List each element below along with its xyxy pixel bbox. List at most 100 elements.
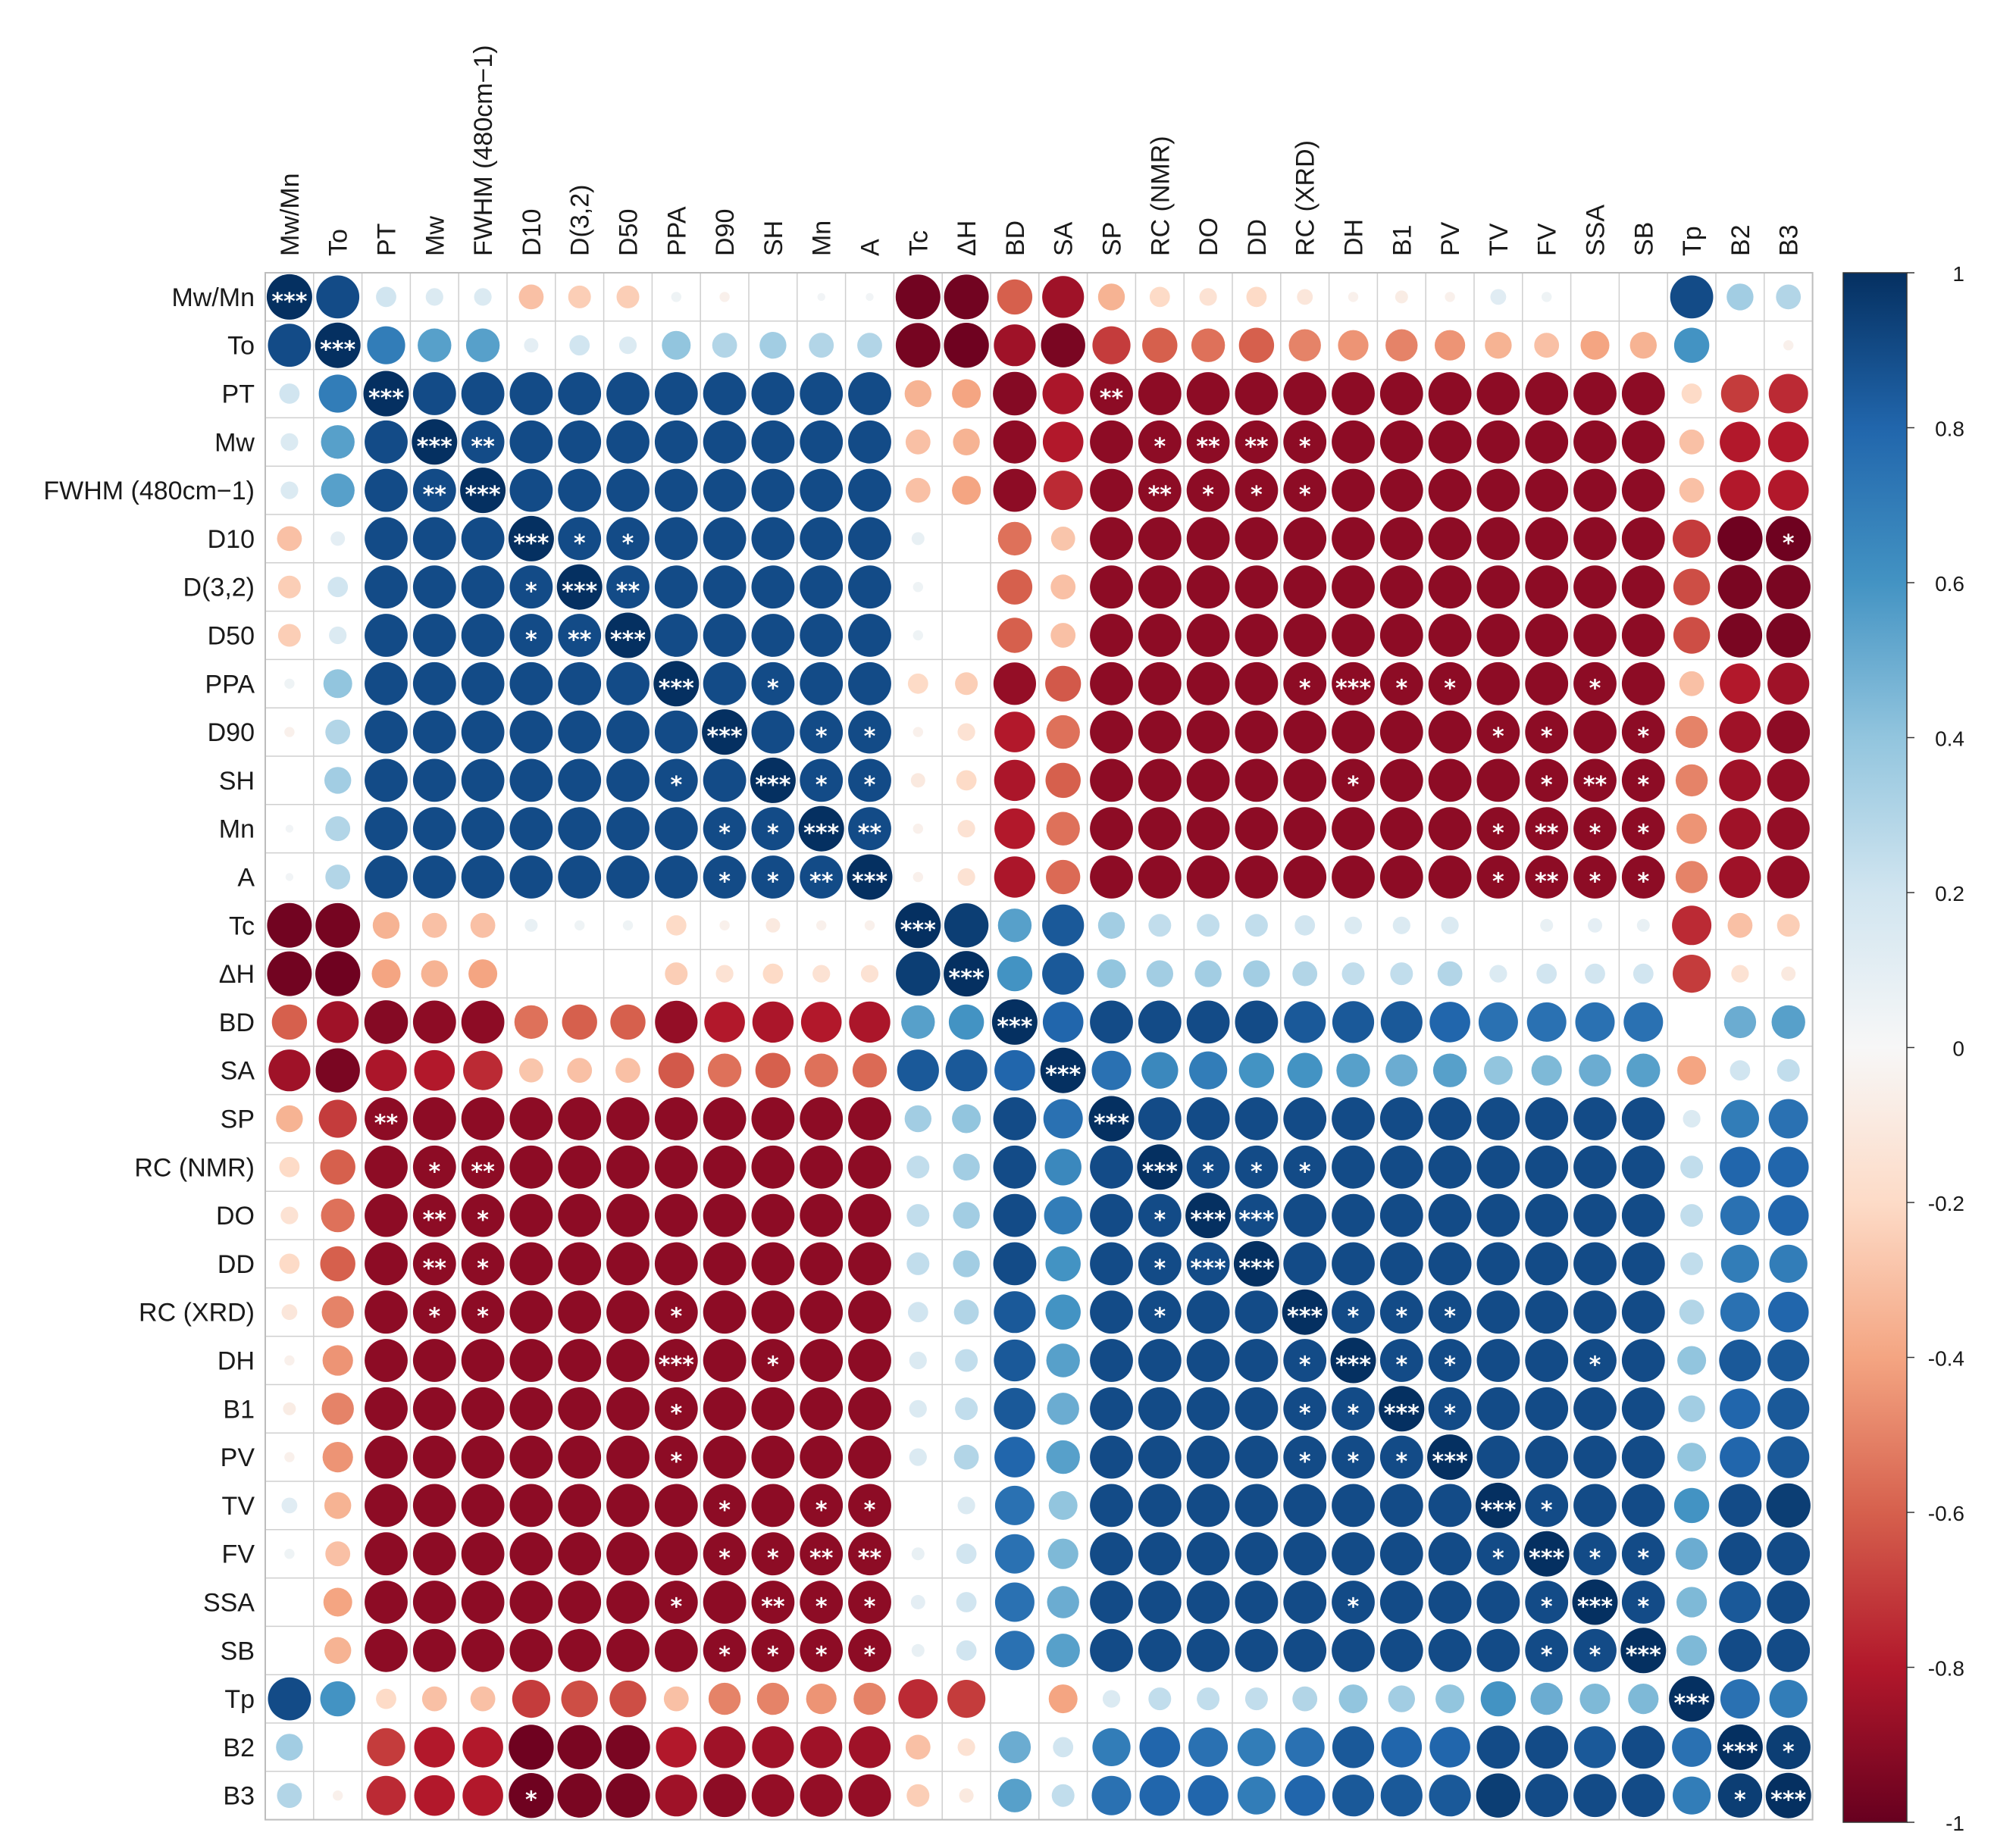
corr-circle-ssa-h bbox=[956, 1592, 977, 1612]
corr-circle-rc-xrd-b3 bbox=[1767, 1291, 1809, 1333]
corr-circle-mn-mn bbox=[798, 805, 844, 852]
corr-circle-sh-h bbox=[956, 770, 977, 791]
corr-circle-rc-nmr-b3 bbox=[1767, 1146, 1809, 1188]
corr-circle-do-tc bbox=[906, 1204, 930, 1227]
corr-circle-tc-h bbox=[944, 903, 989, 948]
sig-mark-d90-d90: *** bbox=[707, 724, 743, 750]
corr-circle-fwhm-480cm-1-b1 bbox=[1379, 468, 1423, 512]
corr-circle-d10-fwhm-480cm-1 bbox=[461, 517, 505, 561]
corr-circle-rc-nmr-b2 bbox=[1720, 1146, 1761, 1188]
sig-mark-d90-fv: * bbox=[1541, 724, 1553, 750]
colorbar-tick-label: 0.8 bbox=[1935, 417, 1964, 441]
corr-circle-bd-sa bbox=[1042, 1002, 1084, 1043]
corr-circle-rc-nmr-tv bbox=[1476, 1145, 1520, 1189]
corr-circle-d90-bd bbox=[994, 711, 1035, 752]
corr-circle-ppa-bd bbox=[993, 662, 1036, 705]
corr-circle-sh-do bbox=[1186, 758, 1230, 802]
corr-circle-fv-pt bbox=[365, 1532, 408, 1576]
corr-circle-tp-fv bbox=[1530, 1682, 1563, 1715]
row-label-h: ΔH bbox=[219, 960, 255, 989]
corr-circle-d10-sa bbox=[1050, 527, 1075, 551]
corr-circle-do-rc-nmr bbox=[1138, 1193, 1182, 1237]
corr-circle-bd-to bbox=[317, 1001, 359, 1043]
sig-mark-dh-sh: * bbox=[767, 1352, 779, 1379]
sig-mark-mn-a: ** bbox=[858, 821, 882, 847]
corr-circle-rc-xrd-sb bbox=[1621, 1290, 1665, 1334]
corr-circle-tp-b3 bbox=[1769, 1680, 1808, 1718]
corr-circle-sh-d90 bbox=[703, 758, 747, 802]
corr-circle-sb-do bbox=[1186, 1628, 1230, 1672]
corr-circle-b2-a bbox=[848, 1726, 891, 1768]
sig-mark-mn-d90: * bbox=[718, 821, 731, 847]
corr-circle-tp-mw-mn bbox=[268, 1677, 311, 1721]
corr-circle-tp-dh bbox=[1338, 1684, 1368, 1714]
corr-circle-tp-h bbox=[947, 1680, 986, 1718]
corr-circle-sb-sh bbox=[751, 1628, 795, 1672]
corr-circle-fwhm-480cm-1-to bbox=[321, 473, 355, 508]
corr-circle-sa-dd bbox=[1238, 1052, 1275, 1088]
corr-circle-sp-fwhm-480cm-1 bbox=[461, 1097, 505, 1140]
corr-circle-tc-mw bbox=[421, 912, 447, 938]
corr-circle-pv-pv bbox=[1427, 1434, 1473, 1481]
corr-circle-mn-fv bbox=[1525, 807, 1569, 851]
corr-circle-mw-mn-tc bbox=[895, 274, 941, 320]
corr-circle-d50-mw bbox=[412, 614, 456, 657]
corr-circle-d10-tp bbox=[1673, 519, 1711, 558]
corr-circle-tp-d50 bbox=[609, 1680, 646, 1718]
corr-circle-mw-do bbox=[1186, 420, 1230, 464]
corr-circle-tv-mn bbox=[800, 1484, 844, 1528]
sig-mark-fwhm-480cm-1-do: * bbox=[1202, 482, 1214, 508]
corr-circle-mw-mn-do bbox=[1199, 288, 1217, 306]
corr-circle-rc-xrd-d90 bbox=[703, 1290, 747, 1334]
corr-circle-dd-mw-mn bbox=[279, 1253, 300, 1274]
corr-circle-to-sa bbox=[1041, 323, 1085, 367]
corr-circle-ppa-a bbox=[848, 661, 891, 705]
sig-mark-ppa-b1: * bbox=[1395, 675, 1407, 702]
corr-circle-rc-xrd-bd bbox=[994, 1291, 1036, 1334]
corr-circle-dd-h bbox=[953, 1250, 980, 1277]
corr-circle-rc-nmr-rc-nmr bbox=[1137, 1144, 1183, 1190]
corr-circle-do-h bbox=[953, 1202, 980, 1229]
corr-circle-sb-tp bbox=[1676, 1635, 1708, 1666]
corr-circle-mw-mn-fv bbox=[1542, 292, 1552, 302]
corr-circle-pt-pt bbox=[363, 371, 409, 417]
corr-circle-dd-d90 bbox=[703, 1242, 747, 1286]
corr-circle-mn-d90 bbox=[703, 807, 747, 851]
corr-circle-fwhm-480cm-1-dh bbox=[1332, 468, 1375, 512]
corr-circle-sh-sp bbox=[1090, 758, 1133, 802]
corr-circle-sp-b2 bbox=[1720, 1099, 1759, 1138]
corr-circle-ssa-do bbox=[1186, 1581, 1230, 1624]
corr-circle-sh-mw bbox=[412, 758, 456, 802]
corr-circle-d90-dh bbox=[1332, 710, 1375, 754]
row-label-pv: PV bbox=[221, 1443, 255, 1472]
sig-mark-d50-d50: *** bbox=[610, 627, 646, 654]
corr-circle-rc-nmr-sp bbox=[1090, 1145, 1133, 1189]
corr-circle-sa-d-3-2 bbox=[567, 1058, 593, 1084]
corr-circle-do-b1 bbox=[1379, 1193, 1423, 1237]
corr-circle-fv-a bbox=[848, 1532, 891, 1576]
corr-circle-bd-dh bbox=[1332, 1001, 1375, 1043]
corr-circle-a-b1 bbox=[1379, 855, 1423, 899]
col-label-rc-nmr: RC (NMR) bbox=[1146, 136, 1175, 256]
corr-circle-d-3-2-dh bbox=[1332, 565, 1375, 609]
corr-circle-d50-a bbox=[848, 614, 891, 657]
corr-circle-a-b2 bbox=[1719, 855, 1761, 899]
corr-circle-mw-to bbox=[321, 425, 355, 459]
corr-circle-d90-do bbox=[1186, 710, 1230, 754]
corr-circle-fwhm-480cm-1-sh bbox=[751, 468, 795, 512]
corr-circle-d-3-2-dd bbox=[1235, 565, 1279, 609]
corr-circle-fwhm-480cm-1-mw-mn bbox=[280, 481, 299, 499]
corr-circle-d50-to bbox=[329, 626, 347, 645]
corr-circle-sb-fwhm-480cm-1 bbox=[461, 1628, 505, 1672]
corr-circle-tv-sa bbox=[1048, 1490, 1078, 1520]
corr-circle-b2-d-3-2 bbox=[557, 1725, 602, 1770]
corr-circle-d90-mn bbox=[800, 710, 844, 754]
corr-circle-d-3-2-tp bbox=[1673, 568, 1711, 605]
sig-mark-fv-sb: * bbox=[1637, 1546, 1649, 1572]
corr-circle-mw-mn-pv bbox=[1445, 292, 1455, 302]
corr-circle-d10-b1 bbox=[1379, 517, 1423, 561]
corr-circle-dh-sp bbox=[1090, 1339, 1133, 1382]
corr-circle-pt-sh bbox=[751, 372, 795, 415]
corr-circle-sp-b1 bbox=[1379, 1097, 1423, 1140]
sig-mark-mw-rc-nmr: * bbox=[1154, 433, 1166, 460]
